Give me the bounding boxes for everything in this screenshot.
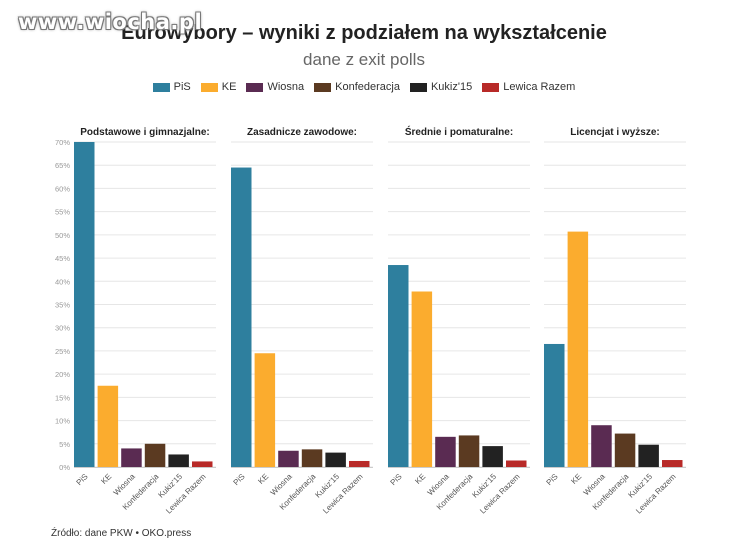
- y-tick-label: 50%: [55, 231, 70, 240]
- bar-3-2: [591, 425, 612, 467]
- bar-2-2: [435, 436, 456, 467]
- x-tick-label: PiS: [388, 472, 403, 487]
- x-tick-label: PiS: [544, 472, 559, 487]
- y-tick-label: 20%: [55, 370, 70, 379]
- legend-swatch: [409, 82, 427, 92]
- y-tick-label: 0%: [59, 463, 70, 472]
- legend-label: Konfederacja: [335, 81, 400, 93]
- bar-2-5: [506, 460, 527, 467]
- bar-2-3: [458, 435, 480, 467]
- x-tick-label: KE: [99, 472, 113, 486]
- chart-title: Eurowybory – wyniki z podziałem na wyksz…: [121, 22, 607, 44]
- legend-item-wiosna: Wiosna: [246, 81, 304, 93]
- bar-3-1: [567, 231, 589, 467]
- legend-swatch: [246, 82, 264, 92]
- bar-chart: 0% 5% 10% 15% 20% 25% 30% 35% 40% 45% 50% 55% 60% 65%…: [55, 125, 686, 516]
- bar-0-1: [97, 385, 119, 467]
- bar-0-2: [121, 448, 142, 467]
- bar-2-1: [411, 291, 433, 467]
- bar-1-0: [231, 167, 252, 467]
- bar-0-0: [74, 142, 95, 467]
- bar-0-4: [168, 454, 189, 467]
- bar-1-1: [254, 353, 276, 467]
- legend-item-konfederacja: Konfederacja: [314, 81, 400, 93]
- source-note: Źródło: dane PKW • OKO.press: [51, 528, 192, 539]
- legend-label: KE: [221, 81, 237, 93]
- bar-1-4: [325, 452, 346, 467]
- legend-swatch: [152, 82, 170, 92]
- y-tick-label: 5%: [59, 440, 70, 449]
- bar-1-2: [278, 450, 299, 467]
- legend-item-pis: PiS: [152, 81, 191, 93]
- y-tick-label: 10%: [55, 417, 70, 426]
- chart-subtitle: dane z exit polls: [303, 50, 425, 69]
- legend-swatch: [314, 82, 332, 92]
- legend-label: Lewica Razem: [503, 81, 576, 93]
- legend-item-kukiz: Kukiz'15: [409, 81, 473, 93]
- y-tick-label: 15%: [55, 393, 70, 402]
- legend-item-ke: KE: [200, 81, 237, 93]
- y-tick-label: 40%: [55, 277, 70, 286]
- legend-label: Wiosna: [267, 81, 305, 93]
- panel-title: Licencjat i wyższe:: [570, 127, 659, 138]
- legend-swatch: [200, 82, 218, 92]
- panel-title: Zasadnicze zawodowe:: [247, 127, 357, 138]
- bar-2-0: [388, 265, 409, 467]
- legend-label: Kukiz'15: [430, 81, 473, 93]
- panel-title: Podstawowe i gimnazjalne:: [80, 127, 209, 138]
- bar-1-5: [349, 460, 370, 467]
- legend-item-lewica-razem: Lewica Razem: [482, 81, 575, 93]
- y-tick-label: 65%: [55, 161, 70, 170]
- y-tick-label: 60%: [55, 184, 70, 193]
- x-tick-label: KE: [413, 472, 427, 486]
- bar-0-5: [192, 461, 213, 467]
- bar-3-4: [638, 444, 659, 467]
- y-tick-label: 70%: [55, 138, 70, 147]
- bar-1-3: [301, 449, 323, 467]
- x-tick-label: KE: [256, 472, 270, 486]
- x-tick-label: PiS: [231, 472, 246, 487]
- y-tick-label: 25%: [55, 347, 70, 356]
- bar-3-5: [662, 460, 683, 467]
- watermark: www.wiocha.pl: [18, 10, 203, 34]
- y-tick-label: 45%: [55, 254, 70, 263]
- bar-3-3: [614, 433, 636, 467]
- y-tick-label: 55%: [55, 208, 70, 217]
- legend-swatch: [482, 82, 500, 92]
- legend: PiS KE Wiosna Konfederacja Kukiz'15 Lewi…: [0, 81, 728, 93]
- panel-title: Średnie i pomaturalne:: [405, 125, 513, 138]
- bar-3-0: [544, 343, 565, 467]
- y-tick-label: 30%: [55, 324, 70, 333]
- bar-2-4: [482, 446, 503, 467]
- bar-0-3: [144, 443, 166, 467]
- legend-label: PiS: [173, 81, 191, 93]
- x-tick-label: KE: [569, 472, 583, 486]
- y-tick-label: 35%: [55, 301, 70, 310]
- x-tick-label: PiS: [74, 472, 89, 487]
